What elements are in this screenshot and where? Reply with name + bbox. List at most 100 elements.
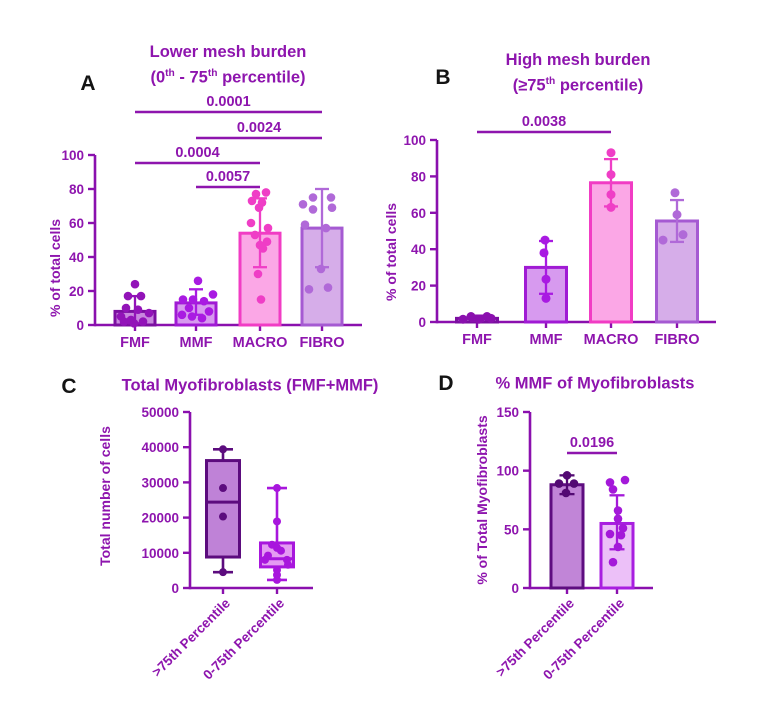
data-point <box>308 193 318 202</box>
title-segment: - 75 <box>174 68 208 87</box>
data-point <box>486 313 496 323</box>
panel-d-label: D <box>438 372 454 395</box>
data-point <box>606 202 616 212</box>
panel-a-label: A <box>80 72 96 95</box>
y-tick-label: 40 <box>69 250 84 265</box>
box <box>205 459 241 559</box>
data-point <box>251 189 261 199</box>
x-category-label: MACRO <box>233 335 288 351</box>
data-point <box>608 557 618 567</box>
data-point <box>121 303 131 313</box>
y-tick-label: 50 <box>504 522 519 537</box>
panel-b-label: B <box>435 66 451 89</box>
significance-label: 0.0196 <box>570 435 614 451</box>
data-point <box>261 188 271 197</box>
panel-c-title: Total Myofibroblasts (FMF+MMF) <box>121 376 379 395</box>
data-point <box>262 237 272 246</box>
bar <box>549 483 585 590</box>
data-point <box>273 517 281 526</box>
data-point <box>263 223 273 233</box>
data-point <box>678 230 688 240</box>
data-point <box>613 542 623 552</box>
data-point <box>606 190 616 200</box>
data-point <box>539 248 549 258</box>
x-category-label: MACRO <box>584 332 639 348</box>
x-category-label: FIBRO <box>654 332 699 348</box>
y-tick-label: 60 <box>411 206 426 221</box>
data-point <box>569 479 579 488</box>
x-category-label: MMF <box>179 335 212 351</box>
data-point <box>253 269 263 279</box>
y-tick-label: 100 <box>61 148 84 163</box>
panel-b-plot: 0 20 40 60 80 100 FMF MMF MACRO FIBRO 0.0038 <box>403 114 716 348</box>
data-point <box>219 512 227 521</box>
data-point <box>208 290 218 299</box>
data-point <box>554 479 564 488</box>
data-point <box>256 295 266 304</box>
x-category-label: FMF <box>120 335 150 351</box>
data-point <box>608 485 618 494</box>
title-superscript: th <box>165 67 175 79</box>
data-point <box>193 276 203 286</box>
data-point <box>284 560 292 569</box>
data-point <box>178 295 188 304</box>
significance-label: 0.0038 <box>522 114 566 130</box>
significance-label: 0.0024 <box>237 120 281 136</box>
y-tick-label: 0 <box>418 315 426 330</box>
data-point <box>618 523 628 533</box>
y-tick-label: 30000 <box>141 475 179 490</box>
data-point <box>474 314 484 324</box>
y-tick-label: 40000 <box>141 440 179 455</box>
data-point <box>261 555 269 564</box>
data-point <box>466 312 476 322</box>
y-tick-label: 80 <box>411 169 426 184</box>
data-point <box>197 313 207 323</box>
y-tick-label: 60 <box>69 216 84 231</box>
data-point <box>670 188 680 198</box>
data-point <box>327 203 337 212</box>
y-tick-label: 20 <box>69 284 84 299</box>
y-tick-label: 150 <box>496 405 519 420</box>
panel-c-label: C <box>61 375 77 398</box>
data-point <box>130 279 140 289</box>
significance-label: 0.0057 <box>206 169 250 185</box>
data-point <box>562 471 572 480</box>
data-point <box>187 312 197 321</box>
x-category-label: FMF <box>462 332 492 348</box>
data-point <box>658 235 668 245</box>
y-tick-label: 20000 <box>141 511 179 526</box>
data-point <box>144 308 154 318</box>
data-point <box>277 546 285 555</box>
y-tick-label: 0 <box>511 581 519 596</box>
data-point <box>606 148 616 158</box>
data-point <box>246 218 256 228</box>
title-segment: (≥75 <box>512 76 546 95</box>
panel-b-title-line1: High mesh burden <box>505 50 651 69</box>
data-point <box>326 193 336 202</box>
data-point <box>321 223 331 233</box>
y-tick-label: 40 <box>411 242 426 257</box>
panel-b-title: High mesh burden (≥75th percentile) <box>506 50 651 97</box>
y-tick-label: 0 <box>171 581 179 596</box>
data-point <box>561 488 571 498</box>
data-point <box>613 506 623 515</box>
data-point <box>250 230 260 240</box>
data-point <box>606 170 616 180</box>
y-tick-label: 0 <box>76 318 84 333</box>
data-point <box>133 305 143 315</box>
significance-label: 0.0004 <box>175 145 219 161</box>
data-point <box>298 200 308 209</box>
data-point <box>605 478 615 487</box>
y-tick-label: 100 <box>496 464 519 479</box>
data-point <box>138 317 148 326</box>
panel-a-title: Lower mesh burden (0th - 75th percentile… <box>150 42 307 89</box>
title-superscript: th <box>545 75 556 87</box>
data-point <box>188 295 198 304</box>
data-point <box>247 196 257 206</box>
panel-a-title-line2: (0th - 75th percentile) <box>150 63 307 89</box>
panel-d-title: % MMF of Myofibroblasts <box>495 374 695 393</box>
significance-label: 0.0001 <box>206 94 250 110</box>
data-point <box>541 274 551 284</box>
panel-a-title-line1: Lower mesh burden <box>149 42 307 61</box>
